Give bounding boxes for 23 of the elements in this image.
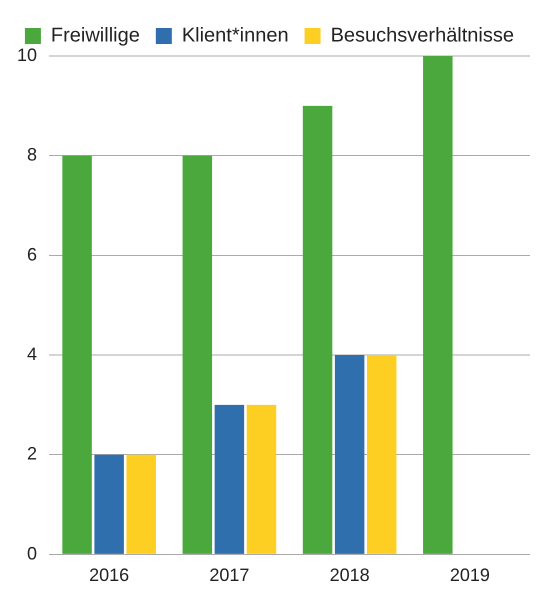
- bar: [62, 156, 92, 554]
- legend-label: Besuchsverhältnisse: [330, 24, 514, 47]
- bar: [366, 355, 396, 554]
- x-tick-label: 2018: [330, 565, 370, 586]
- bar: [214, 404, 244, 554]
- y-tick-label: 4: [27, 344, 38, 364]
- x-tick-label: 2016: [89, 565, 130, 586]
- y-tick-label: 2: [27, 444, 38, 464]
- bar: [126, 454, 156, 554]
- legend-label: Freiwillige: [50, 24, 140, 47]
- bar: [94, 454, 124, 554]
- y-tick-label: 8: [27, 144, 38, 165]
- bar: [302, 106, 332, 554]
- y-tick-label: 10: [16, 44, 38, 65]
- y-tick-label: 6: [27, 244, 38, 264]
- x-tick-label: 2019: [450, 565, 490, 586]
- bar: [182, 156, 212, 554]
- y-tick-label: 0: [27, 543, 38, 564]
- legend-label: Klient*innen: [182, 24, 289, 47]
- bar: [334, 355, 364, 554]
- bar: [423, 56, 453, 554]
- x-tick-label: 2017: [209, 565, 250, 586]
- bar: [246, 404, 276, 554]
